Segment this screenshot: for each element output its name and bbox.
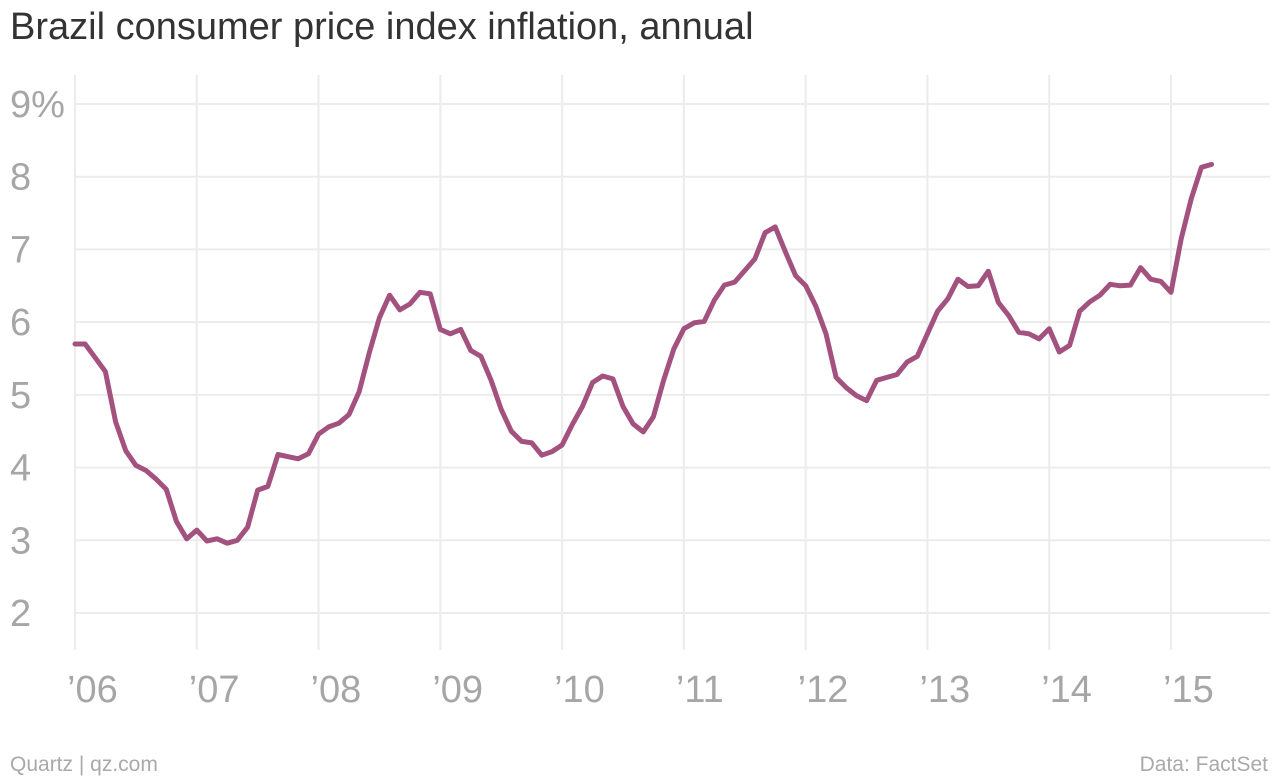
y-tick-label: 4 xyxy=(10,448,31,490)
x-tick-label: ’09 xyxy=(432,669,483,711)
data-source: Data: FactSet xyxy=(1139,753,1268,776)
gridlines xyxy=(74,75,1270,650)
x-tick-label: ’08 xyxy=(311,669,362,711)
series-line xyxy=(72,161,1215,546)
x-tick-label: ’15 xyxy=(1163,669,1214,711)
y-tick-label: 7 xyxy=(10,229,31,271)
x-tick-label: ’11 xyxy=(676,669,724,711)
y-tick-label: 2 xyxy=(10,593,31,635)
x-tick-label: ’10 xyxy=(554,669,605,711)
y-tick-label: 9% xyxy=(10,84,65,126)
y-tick-label: 5 xyxy=(10,375,31,417)
x-tick-label: ’07 xyxy=(189,669,240,711)
x-tick-label: ’06 xyxy=(67,669,118,711)
y-tick-label: 3 xyxy=(10,520,31,562)
y-tick-label: 6 xyxy=(10,302,31,344)
chart-title: Brazil consumer price index inflation, a… xyxy=(10,6,754,48)
axis-labels: 2 3 4 5 6 7 8 9% ’06 ’07 ’08 ’09 ’10 ’11 ’12 ’13 ’14 ’15 xyxy=(10,84,1214,711)
x-tick-label: ’14 xyxy=(1041,669,1092,711)
series-layer xyxy=(72,161,1215,546)
source-credit: Quartz | qz.com xyxy=(10,753,158,776)
x-tick-label: ’13 xyxy=(919,669,970,711)
y-tick-label: 8 xyxy=(10,157,31,199)
x-tick-label: ’12 xyxy=(798,669,849,711)
